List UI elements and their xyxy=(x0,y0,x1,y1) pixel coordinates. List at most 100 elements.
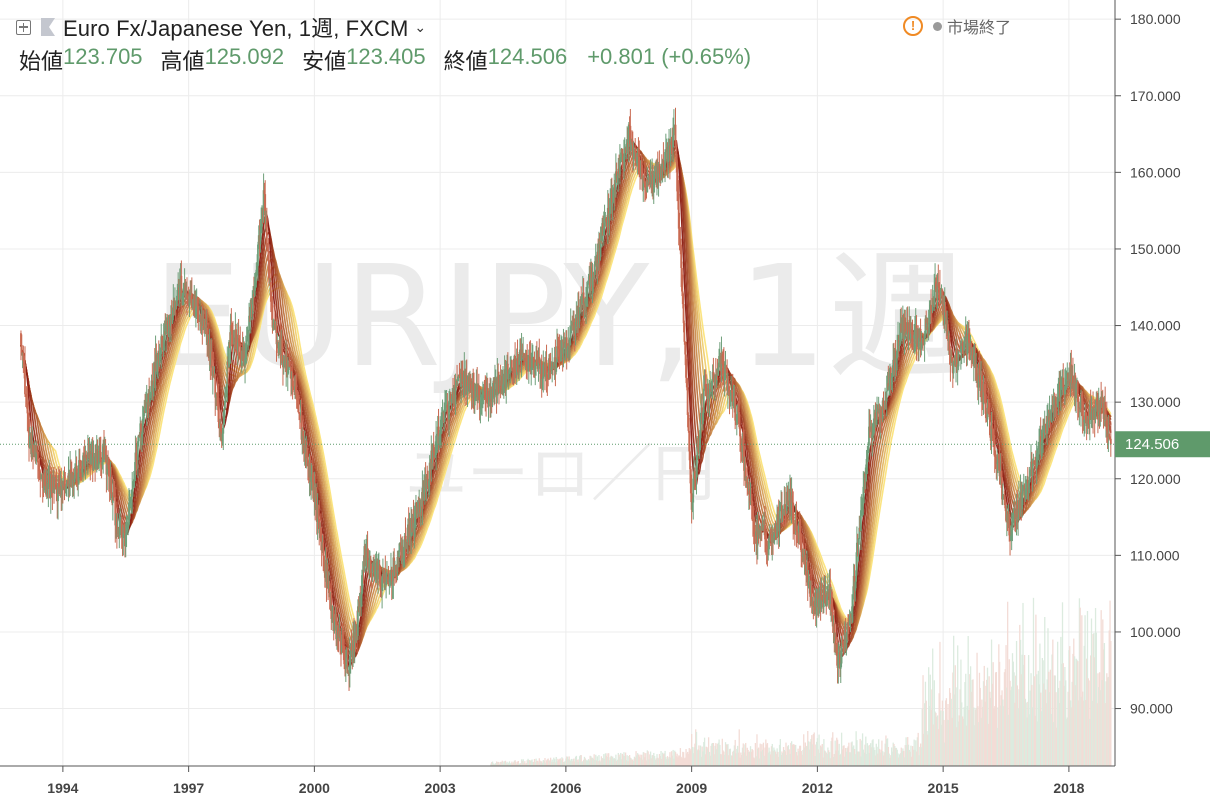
volume-bar xyxy=(595,760,598,766)
volume-bar xyxy=(973,707,975,766)
candle-body xyxy=(941,289,944,307)
volume-bar xyxy=(1058,702,1060,766)
volume-bar xyxy=(687,753,690,766)
candle-body xyxy=(1009,535,1012,541)
candle-body xyxy=(569,326,572,338)
candle-body xyxy=(796,530,799,532)
candle-body xyxy=(344,664,346,666)
market-status[interactable]: ! 市場終了 xyxy=(902,14,1011,38)
candle-body xyxy=(520,349,523,361)
candle-body xyxy=(511,368,514,370)
candle-body xyxy=(735,414,738,423)
expand-icon[interactable] xyxy=(16,19,31,35)
volume-bar xyxy=(915,751,918,766)
volume-bar xyxy=(812,733,815,766)
volume-bar xyxy=(810,739,812,766)
volume-bar xyxy=(791,744,794,766)
candle-body xyxy=(132,482,134,490)
volume-bar xyxy=(790,741,793,766)
volume-bar xyxy=(803,734,805,766)
volume-bar xyxy=(564,760,566,766)
volume-bar xyxy=(897,753,899,766)
candle-body xyxy=(1033,460,1036,464)
candle-body xyxy=(623,156,625,162)
candle-body xyxy=(707,388,710,399)
candle-body xyxy=(616,175,619,178)
volume-bar xyxy=(1031,684,1033,766)
volume-bar xyxy=(529,760,531,766)
volume-bar xyxy=(1108,630,1110,766)
volume-bar xyxy=(736,745,739,766)
volume-bar xyxy=(1040,711,1043,766)
candle-body xyxy=(235,329,238,348)
volume-bar xyxy=(1002,699,1004,766)
volume-bar xyxy=(618,754,620,766)
volume-bar xyxy=(876,746,878,766)
candle-body xyxy=(54,486,57,488)
volume-bar xyxy=(994,706,996,766)
volume-bar xyxy=(1011,686,1013,766)
volume-bar xyxy=(829,758,831,766)
volume-bar xyxy=(1073,656,1076,766)
volume-bar xyxy=(774,751,777,766)
candle-body xyxy=(681,267,683,292)
volume-bar xyxy=(670,751,673,766)
candle-body xyxy=(1070,364,1073,383)
volume-bar xyxy=(604,753,607,766)
candle-body xyxy=(747,483,749,492)
volume-bar xyxy=(616,759,619,766)
candle-body xyxy=(317,505,320,519)
candle-body xyxy=(958,349,961,351)
volume-bar xyxy=(905,737,907,766)
change-value: +0.801 (+0.65%) xyxy=(587,44,752,69)
x-tick-label: 2018 xyxy=(1053,780,1084,796)
candle-body xyxy=(373,566,375,575)
volume-bar xyxy=(1098,672,1101,766)
candle-body xyxy=(101,461,104,465)
volume-bar xyxy=(1027,655,1030,766)
volume-bar xyxy=(1049,669,1052,766)
candle-body xyxy=(1025,488,1028,490)
candle-body xyxy=(635,152,637,164)
volume-bar xyxy=(583,759,585,766)
volume-bar xyxy=(659,755,661,766)
volume-bar xyxy=(724,754,726,766)
candle-body xyxy=(612,194,615,203)
volume-bar xyxy=(731,755,733,766)
volume-bar xyxy=(721,738,723,766)
volume-bar xyxy=(514,760,516,766)
volume-bar xyxy=(1059,680,1061,766)
volume-bar xyxy=(515,761,517,766)
candle-body xyxy=(309,462,312,482)
volume-bar xyxy=(915,740,917,766)
candle-body xyxy=(1008,513,1011,536)
warning-icon[interactable]: ! xyxy=(902,16,923,36)
candle-body xyxy=(688,430,691,452)
volume-bar xyxy=(982,706,984,766)
volume-bar xyxy=(936,716,938,766)
volume-bar xyxy=(772,750,774,766)
candle-body xyxy=(28,435,31,448)
symbol-title[interactable]: Euro Fx/Japanese Yen, 1週, FXCM xyxy=(63,16,409,41)
flag-icon[interactable] xyxy=(41,18,55,36)
volume-bar xyxy=(646,750,648,766)
volume-bar xyxy=(798,751,800,766)
chevron-down-icon[interactable]: ⌄ xyxy=(414,18,427,35)
volume-bar xyxy=(795,744,797,766)
candle-body xyxy=(306,448,309,459)
volume-bar xyxy=(619,756,621,766)
volume-bar xyxy=(663,753,665,766)
candle-body xyxy=(26,404,29,414)
volume-bar xyxy=(918,755,920,766)
volume-bar xyxy=(753,757,755,766)
candle-body xyxy=(149,394,151,403)
volume-bar xyxy=(657,758,660,766)
volume-bar xyxy=(817,749,819,766)
candle-body xyxy=(606,207,609,227)
candle-body xyxy=(401,545,404,560)
volume-bar xyxy=(502,763,504,766)
candle-body xyxy=(820,595,823,609)
volume-bar xyxy=(919,746,921,766)
volume-bar xyxy=(1042,660,1044,766)
